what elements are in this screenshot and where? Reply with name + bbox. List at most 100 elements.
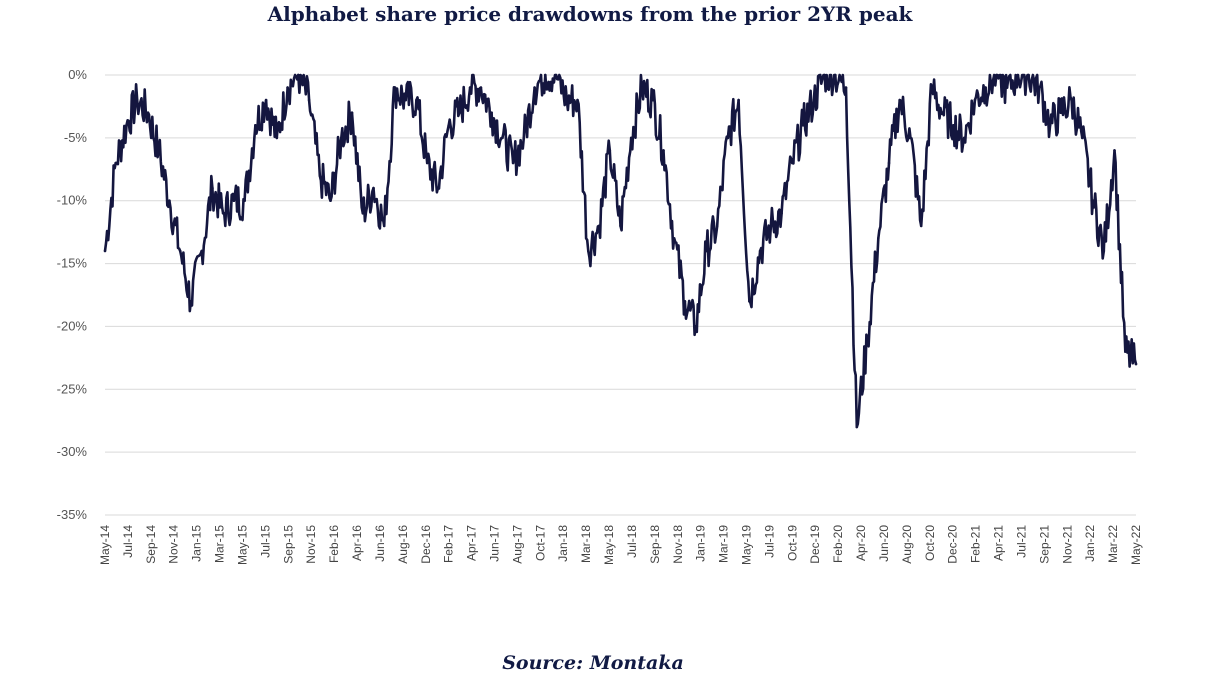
data-point [791, 161, 794, 165]
data-point [232, 199, 236, 202]
data-point [168, 199, 171, 202]
data-point [157, 149, 160, 152]
x-tick-label: Oct-17 [533, 525, 547, 561]
x-tick-label: Mar-15 [213, 525, 227, 563]
y-tick-label: -30% [57, 444, 88, 459]
data-point [254, 124, 257, 127]
data-point [694, 325, 697, 328]
data-point [844, 86, 848, 89]
data-point [468, 86, 472, 89]
data-point [544, 73, 547, 77]
data-point [973, 98, 977, 102]
x-tick-label: Jul-19 [762, 525, 776, 558]
data-point [286, 86, 289, 89]
data-point [672, 237, 676, 240]
data-point [619, 224, 622, 228]
x-tick-label: Oct-19 [785, 525, 799, 561]
data-point [823, 73, 826, 77]
data-point [898, 98, 901, 102]
data-point [587, 249, 590, 253]
x-tick-label: Jul-14 [121, 525, 135, 558]
data-point [340, 136, 343, 140]
data-point [103, 249, 107, 253]
data-point [307, 98, 311, 102]
data-point [877, 237, 880, 240]
data-point [1070, 98, 1073, 102]
data-point [350, 111, 354, 114]
x-tick-label: May-14 [98, 525, 112, 565]
data-point [458, 111, 461, 114]
x-tick-label: Jan-19 [694, 525, 708, 562]
data-point [565, 98, 569, 102]
x-tick-label: Mar-19 [717, 525, 731, 563]
data-point [221, 212, 225, 215]
data-point [801, 124, 805, 127]
data-point [372, 186, 375, 190]
x-tick-label: Apr-21 [992, 525, 1006, 561]
x-tick-label: Aug-17 [510, 525, 524, 564]
x-tick-label: Nov-18 [671, 525, 685, 564]
x-tick-label: Jan-18 [556, 525, 570, 562]
data-point [758, 249, 762, 253]
data-point [952, 124, 955, 127]
x-tick-label: Feb-16 [327, 525, 341, 563]
x-tick-label: Oct-20 [923, 525, 937, 561]
data-point [1005, 86, 1009, 89]
x-tick-label: Sep-21 [1037, 525, 1051, 564]
data-point [1048, 124, 1052, 127]
data-point [629, 136, 633, 140]
x-tick-label: Jan-15 [190, 525, 204, 562]
data-point [1016, 73, 1020, 77]
y-tick-label: -35% [57, 507, 88, 522]
data-point [522, 136, 526, 140]
source-note: Source: Montaka [502, 652, 684, 674]
data-point [651, 98, 654, 102]
drawdown-series-line [103, 73, 1138, 429]
y-axis-tick-labels: 0% -5% -10% -15% -20% -25% -30% -35% [57, 67, 88, 522]
data-point [533, 86, 536, 89]
x-tick-label: Jun-17 [487, 525, 501, 562]
data-point [264, 98, 268, 102]
data-point [1038, 86, 1041, 89]
data-point [715, 224, 719, 228]
data-point [769, 224, 773, 228]
data-point [425, 161, 429, 165]
data-point [930, 86, 934, 89]
data-point [1059, 111, 1063, 114]
x-tick-label: Apr-17 [465, 525, 479, 561]
data-point [1027, 73, 1030, 77]
gridlines [105, 74, 1136, 516]
x-tick-label: Sep-15 [281, 525, 295, 564]
data-point [447, 124, 451, 127]
data-point [554, 73, 558, 77]
x-tick-label: May-15 [235, 525, 249, 565]
x-tick-label: Dec-19 [808, 525, 822, 564]
data-point [200, 249, 203, 253]
data-point [1091, 199, 1095, 202]
data-point [361, 212, 365, 215]
data-point [436, 186, 440, 190]
data-point [393, 86, 397, 89]
data-point [501, 136, 504, 140]
y-tick-label: -15% [57, 256, 88, 271]
x-tick-label: Nov-21 [1060, 525, 1074, 564]
data-point [1102, 249, 1106, 253]
data-point [1134, 362, 1138, 366]
x-tick-label: May-19 [740, 525, 754, 565]
data-point [382, 224, 386, 228]
x-tick-label: Jul-18 [625, 525, 639, 558]
data-point [726, 136, 730, 140]
data-point [490, 111, 493, 114]
data-point [297, 73, 300, 77]
x-tick-label: Jul-15 [258, 525, 272, 558]
y-tick-label: 0% [68, 67, 87, 82]
data-point [1081, 136, 1084, 140]
data-point [909, 136, 912, 140]
data-point [275, 136, 279, 140]
x-tick-label: Apr-20 [854, 525, 868, 561]
data-point [1124, 350, 1127, 353]
y-tick-label: -10% [57, 193, 88, 208]
data-point [640, 86, 644, 89]
data-point [318, 174, 322, 177]
